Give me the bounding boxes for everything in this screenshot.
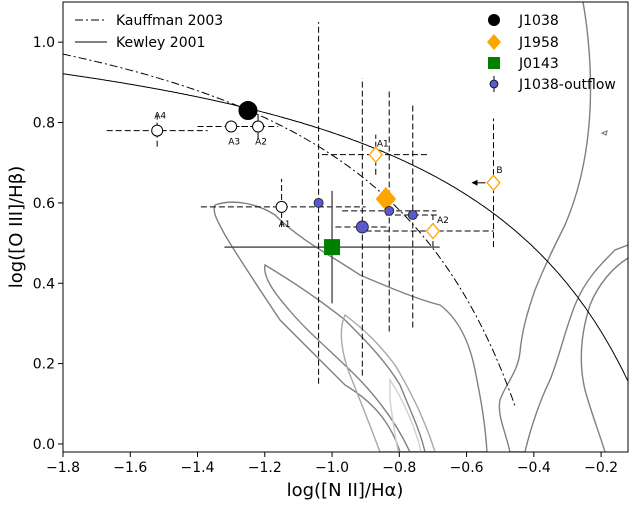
contour-outer	[213, 201, 488, 452]
x-tick-label: −1.8	[46, 460, 80, 476]
point-label: A3	[228, 138, 240, 148]
j1038-outflow-marker	[313, 197, 324, 208]
legend-j0143-marker	[488, 57, 500, 69]
contour-mid	[264, 263, 426, 452]
j1958-marker	[425, 222, 441, 240]
sdss-contours	[213, 2, 628, 452]
y-axis-label: log([O III]/Hβ)	[6, 166, 27, 288]
legend-j1038-label: J1038	[518, 13, 559, 29]
j1038-marker	[275, 200, 288, 213]
j1038-marker	[225, 120, 238, 133]
x-tick-label: −1.2	[248, 460, 282, 476]
y-tick-label: 0.0	[33, 437, 55, 453]
contour-inner	[340, 313, 436, 452]
x-tick-label: −0.6	[450, 460, 484, 476]
upper-limit-arrow-head	[471, 179, 478, 186]
j1038-marker	[252, 120, 265, 133]
y-tick-label: 1.0	[33, 35, 55, 51]
point-label: A2	[255, 138, 267, 148]
x-tick-label: −1.6	[113, 460, 147, 476]
legend-j0143-label: J0143	[518, 56, 559, 72]
contour-agn-branch	[498, 2, 628, 452]
x-tick-label: −0.4	[517, 460, 551, 476]
kewley-2001-curve	[63, 73, 628, 382]
point-label: A1	[279, 220, 291, 230]
j1038-marker	[151, 124, 164, 137]
y-tick-label: 0.2	[33, 357, 55, 373]
legend-curves: Kauffman 2003 Kewley 2001	[75, 13, 223, 51]
point-labels: A4 A3 A2 A1 A1 A2 B	[154, 112, 502, 230]
legend-kauffman-label: Kauffman 2003	[116, 13, 223, 29]
j1038-marker	[238, 100, 258, 120]
legend-outflow-label: J1038-outflow	[518, 77, 616, 93]
contour-blob	[600, 130, 608, 136]
point-label: B	[496, 166, 502, 176]
point-label: A1	[377, 140, 389, 150]
point-label: A2	[437, 216, 449, 226]
x-axis-ticks: −1.8 −1.6 −1.4 −1.2 −1.0 −0.8 −0.6 −0.4 −0.2	[46, 452, 618, 476]
x-tick-label: −1.4	[181, 460, 215, 476]
y-axis-ticks: 0.0 0.2 0.4 0.6 0.8 1.0	[33, 35, 63, 453]
x-tick-label: −0.2	[584, 460, 618, 476]
data-markers	[151, 100, 501, 256]
j0143-marker	[324, 239, 341, 256]
j1038-outflow-marker	[407, 209, 418, 220]
legend-j1958-label: J1958	[518, 35, 559, 51]
j1958-marker	[486, 174, 501, 192]
legend-kewley-label: Kewley 2001	[116, 35, 205, 51]
x-tick-label: −1.0	[315, 460, 349, 476]
legend-objects: J1038 J1958 J0143 J1038-outflow	[487, 13, 616, 93]
j1038-outflow-marker	[355, 220, 369, 234]
j1958-marker	[368, 146, 383, 164]
y-tick-label: 0.6	[33, 196, 55, 212]
legend-outflow-marker	[489, 79, 499, 89]
y-tick-label: 0.4	[33, 276, 55, 292]
contour-core	[389, 377, 422, 452]
kauffman-2003-curve	[63, 53, 516, 408]
x-axis-label: log([N II]/Hα)	[287, 480, 404, 501]
legend-j1038-marker	[488, 14, 500, 26]
y-tick-label: 0.8	[33, 116, 55, 132]
error-bars	[106, 22, 494, 384]
x-tick-label: −0.8	[382, 460, 416, 476]
legend-j1958-marker	[487, 34, 501, 50]
j1038-outflow-marker	[384, 205, 395, 216]
point-label: A4	[154, 112, 166, 122]
plot-frame	[62, 1, 629, 453]
contour-agn-branch-2	[580, 257, 628, 452]
